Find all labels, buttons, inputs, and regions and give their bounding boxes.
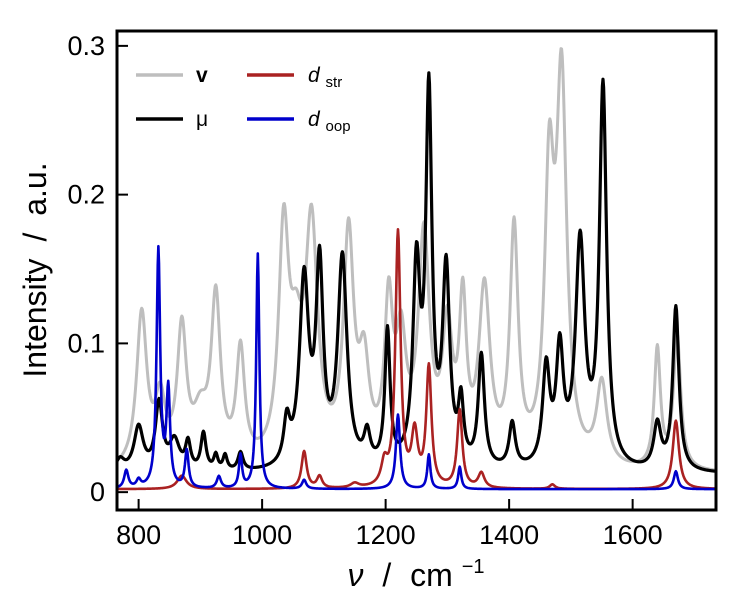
x-axis-title: ν / cm −1 [347, 556, 484, 593]
y-axis-ticks: 0 0.1 0.2 0.3 [67, 31, 128, 507]
legend-label-v: v [196, 64, 208, 87]
series-line-v [117, 47, 716, 472]
legend-label-doop: d oop [308, 108, 351, 135]
legend-label-dstr: d str [308, 64, 342, 91]
y-axis-separator: / [17, 233, 53, 242]
y-tick-label: 0.2 [67, 180, 105, 210]
legend-entry-v: v [136, 64, 208, 87]
x-tick-label: 1400 [479, 520, 539, 550]
legend-label-doop-sub: oop [326, 118, 351, 135]
y-tick-label: 0 [90, 477, 105, 507]
x-axis-unit-exponent: −1 [462, 556, 485, 578]
x-tick-label: 1200 [356, 520, 416, 550]
x-axis-unit: cm [410, 557, 453, 593]
legend-label-dstr-main: d [308, 64, 321, 87]
series-layer [117, 47, 716, 491]
legend-entry-doop: d oop [247, 108, 351, 135]
y-tick-label: 0.1 [67, 328, 105, 358]
series-line-doop [117, 244, 716, 491]
y-axis-title: Intensity / a.u. [17, 162, 53, 377]
series-line-mu [117, 71, 716, 473]
legend: v μ d str d oop [136, 64, 351, 135]
legend-label-dstr-sub: str [326, 74, 343, 91]
x-axis-separator: / [382, 557, 391, 593]
x-tick-label: 1600 [603, 520, 663, 550]
legend-entry-dstr: d str [247, 64, 342, 91]
plot-frame [115, 29, 718, 512]
x-axis-symbol: ν [347, 557, 363, 593]
y-axis-quantity: Intensity [17, 258, 53, 377]
plot-area [115, 29, 718, 512]
x-tick-label: 1000 [232, 520, 292, 550]
y-tick-label: 0.3 [67, 31, 105, 61]
legend-label-doop-main: d [308, 108, 321, 131]
legend-label-mu: μ [196, 108, 208, 131]
x-tick-label: 800 [116, 520, 161, 550]
x-axis-ticks: 800 1000 1200 1400 1600 [116, 499, 663, 550]
legend-entry-mu: μ [136, 108, 208, 131]
y-axis-unit: a.u. [17, 162, 53, 215]
